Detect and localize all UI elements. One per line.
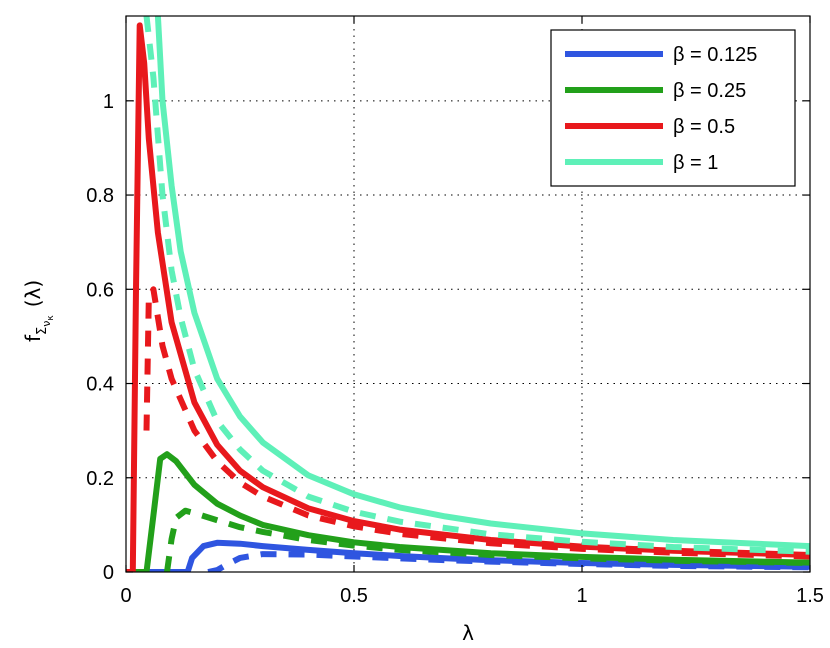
y-axis-label-sub-sub: ν <box>40 321 53 327</box>
y-axis-label: fΣνκ (λ) <box>21 280 56 342</box>
svg-text:fΣνκ(λ): fΣνκ (λ) <box>21 280 56 342</box>
x-tick-label: 0.5 <box>340 585 368 607</box>
y-axis-label-arg: (λ) <box>21 280 45 307</box>
legend-label-2: β = 0.5 <box>673 116 735 138</box>
y-axis-label-sub-sub-sub: κ <box>46 315 56 321</box>
series-lines <box>126 16 810 572</box>
x-axis-label: λ <box>462 621 474 645</box>
tick-labels: 0 0.5 1 1.5 0 0.2 0.4 0.6 0.8 1 <box>86 91 824 607</box>
x-tick-label: 0 <box>120 585 131 607</box>
series-line-5 <box>143 286 810 560</box>
y-tick-label: 0.8 <box>86 185 114 207</box>
series-line-7 <box>143 16 810 555</box>
y-tick-label: 0.4 <box>86 374 114 396</box>
y-axis-label-base: f <box>21 334 45 342</box>
ticks <box>125 16 811 573</box>
x-tick-label: 1 <box>576 585 587 607</box>
legend-label-3: β = 1 <box>673 152 718 174</box>
series-line-4 <box>126 22 810 572</box>
legend-label-1: β = 0.25 <box>673 80 746 102</box>
series-line-6 <box>154 16 810 550</box>
series-line-1 <box>207 551 810 572</box>
axes-box <box>125 15 811 573</box>
y-tick-label: 1 <box>103 91 114 113</box>
y-tick-label: 0.6 <box>86 279 114 301</box>
y-tick-label: 0 <box>103 562 114 584</box>
legend-label-0: β = 0.125 <box>673 44 757 66</box>
x-tick-label: 1.5 <box>796 585 824 607</box>
y-axis-label-subscript: Σ <box>35 327 50 335</box>
legend: β = 0.125 β = 0.25 β = 0.5 β = 1 <box>550 29 796 187</box>
series-line-3 <box>164 507 810 572</box>
y-tick-label: 0.2 <box>86 468 114 490</box>
series-line-2 <box>126 451 810 572</box>
